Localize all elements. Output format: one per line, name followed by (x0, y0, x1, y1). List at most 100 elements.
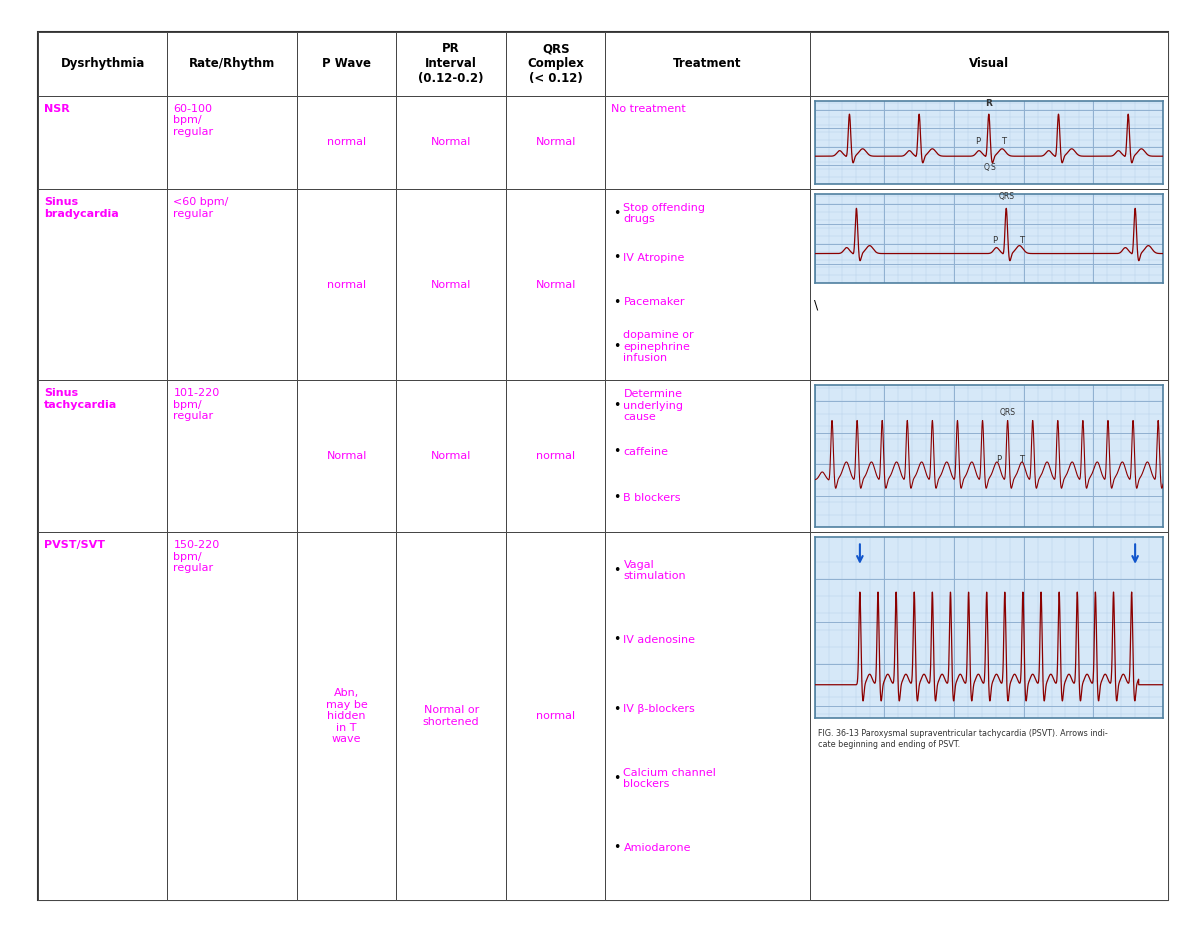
Bar (168, 380, 296, 532)
Text: B blockers: B blockers (624, 492, 680, 502)
Text: Calcium channel
blockers: Calcium channel blockers (624, 768, 716, 790)
Text: P: P (996, 455, 1002, 464)
Bar (38, 380, 168, 532)
Text: •: • (613, 772, 620, 785)
Text: Treatment: Treatment (673, 57, 742, 70)
Text: •: • (613, 340, 620, 353)
Bar (168, 32, 296, 95)
Text: Normal: Normal (535, 280, 576, 289)
Text: P: P (976, 137, 980, 146)
Text: •: • (613, 399, 620, 412)
Text: Normal or
shortened: Normal or shortened (422, 705, 480, 727)
Text: 101-220
bpm/
regular: 101-220 bpm/ regular (174, 388, 220, 422)
Text: QRS: QRS (1000, 408, 1015, 417)
Text: IV β-blockers: IV β-blockers (624, 705, 695, 714)
Text: •: • (613, 251, 620, 264)
Bar (606, 532, 810, 900)
Text: •: • (613, 703, 620, 716)
Text: Q: Q (984, 162, 990, 171)
Bar (296, 32, 396, 95)
Text: \: \ (814, 298, 818, 311)
Text: <60 bpm/
regular: <60 bpm/ regular (174, 197, 229, 219)
Bar (168, 532, 296, 900)
Bar (296, 532, 396, 900)
Text: Dysrhythmia: Dysrhythmia (60, 57, 145, 70)
Bar (168, 95, 296, 189)
Text: R: R (985, 99, 992, 108)
Text: T: T (1019, 235, 1025, 245)
Bar (606, 32, 810, 95)
Text: Normal: Normal (431, 451, 472, 462)
Text: normal: normal (328, 137, 366, 147)
Text: QRS: QRS (998, 192, 1014, 201)
Text: Determine
underlying
cause: Determine underlying cause (624, 389, 684, 422)
Text: Normal: Normal (535, 137, 576, 147)
Text: •: • (613, 564, 620, 577)
Bar (168, 189, 296, 380)
Bar (810, 95, 1168, 189)
Bar (810, 380, 1168, 532)
Text: T: T (1001, 137, 1006, 146)
Text: •: • (613, 491, 620, 504)
Bar (396, 189, 506, 380)
Text: Normal: Normal (431, 137, 472, 147)
Bar (506, 95, 606, 189)
Text: PVST/SVT: PVST/SVT (44, 540, 106, 551)
Bar (506, 32, 606, 95)
Bar (506, 380, 606, 532)
Bar (296, 380, 396, 532)
Text: IV Atropine: IV Atropine (624, 253, 685, 263)
Text: Pacemaker: Pacemaker (624, 298, 685, 308)
Bar (506, 189, 606, 380)
Text: T: T (1019, 455, 1024, 464)
Bar (810, 189, 1168, 380)
Text: P Wave: P Wave (322, 57, 371, 70)
Text: S: S (990, 162, 995, 171)
Bar (296, 189, 396, 380)
Text: NSR: NSR (44, 104, 70, 114)
Text: FIG. 36-13 Paroxysmal supraventricular tachycardia (PSVT). Arrows indi-
cate beg: FIG. 36-13 Paroxysmal supraventricular t… (817, 730, 1108, 749)
Text: Sinus
tachycardia: Sinus tachycardia (44, 388, 118, 410)
Text: •: • (613, 842, 620, 855)
Bar (606, 95, 810, 189)
Text: normal: normal (536, 451, 575, 462)
Bar (396, 380, 506, 532)
Text: normal: normal (328, 280, 366, 289)
Text: dopamine or
epinephrine
infusion: dopamine or epinephrine infusion (624, 330, 694, 363)
Bar (38, 189, 168, 380)
Text: •: • (613, 445, 620, 458)
Bar (396, 32, 506, 95)
Text: QRS
Complex
(< 0.12): QRS Complex (< 0.12) (527, 43, 584, 85)
Text: •: • (613, 207, 620, 220)
Text: 150-220
bpm/
regular: 150-220 bpm/ regular (174, 540, 220, 574)
Bar (606, 380, 810, 532)
Text: •: • (613, 296, 620, 309)
Text: Normal: Normal (431, 280, 472, 289)
Text: 60-100
bpm/
regular: 60-100 bpm/ regular (174, 104, 214, 137)
Text: IV adenosine: IV adenosine (624, 635, 696, 645)
Text: Normal: Normal (326, 451, 367, 462)
Text: Stop offending
drugs: Stop offending drugs (624, 203, 706, 224)
Text: Vagal
stimulation: Vagal stimulation (624, 560, 686, 581)
Text: P: P (992, 235, 997, 245)
Bar (38, 32, 168, 95)
Bar (810, 532, 1168, 900)
Text: caffeine: caffeine (624, 447, 668, 457)
Text: No treatment: No treatment (612, 104, 686, 114)
Text: Sinus
bradycardia: Sinus bradycardia (44, 197, 119, 219)
Bar (396, 95, 506, 189)
Bar (506, 532, 606, 900)
Text: Abn,
may be
hidden
in T
wave: Abn, may be hidden in T wave (325, 688, 367, 744)
Text: PR
Interval
(0.12-0.2): PR Interval (0.12-0.2) (419, 43, 484, 85)
Bar (38, 532, 168, 900)
Bar (296, 95, 396, 189)
Text: normal: normal (536, 711, 575, 721)
Text: Amiodarone: Amiodarone (624, 843, 691, 853)
Text: Rate/Rhythm: Rate/Rhythm (190, 57, 275, 70)
Bar (810, 32, 1168, 95)
Text: •: • (613, 633, 620, 646)
Bar (606, 189, 810, 380)
Bar (396, 532, 506, 900)
Bar (38, 95, 168, 189)
Text: Visual: Visual (968, 57, 1009, 70)
